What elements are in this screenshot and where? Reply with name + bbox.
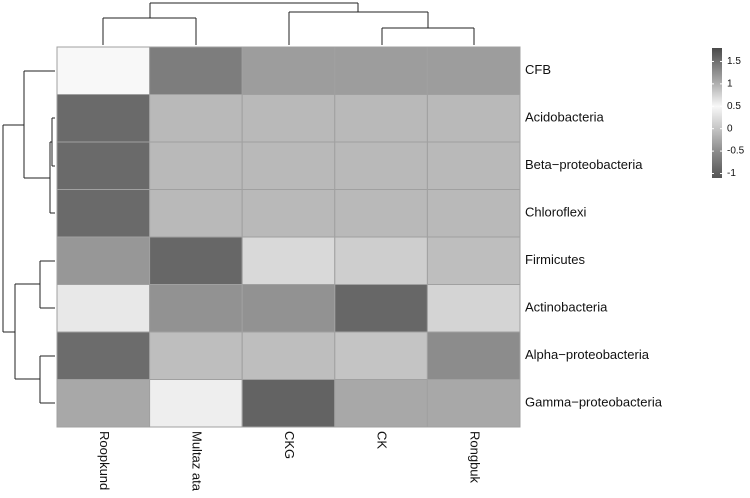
heatmap-cell (426, 331, 521, 380)
heatmap-cell (56, 331, 151, 380)
row-dendrogram (2, 70, 55, 404)
heatmap-cell (334, 236, 428, 285)
heatmap-cell (149, 46, 243, 95)
heatmap-cell (149, 94, 243, 143)
colorbar (712, 48, 722, 178)
colorbar-tick-label: 1.5 (727, 56, 741, 67)
column-label: Rongbuk (467, 431, 482, 484)
heatmap-cell (334, 189, 428, 238)
heatmap-cell (241, 46, 336, 95)
heatmap-cell (241, 94, 336, 143)
heatmap-cell (56, 189, 151, 238)
row-label: Actinobacteria (525, 300, 608, 315)
heatmap-cell (426, 236, 521, 285)
heatmap-cell (241, 331, 336, 380)
heatmap-cell (241, 284, 336, 333)
heatmap-cell (56, 284, 151, 333)
colorbar-tick-label: 1 (727, 79, 733, 90)
heatmap-cell (149, 141, 243, 190)
heatmap-cell (56, 46, 151, 95)
heatmap-cell (426, 46, 521, 95)
heatmap-cell (241, 189, 336, 238)
heatmap-cell (149, 331, 243, 380)
heatmap-cell (426, 284, 521, 333)
heatmap-cell (426, 141, 521, 190)
heatmap-cell (426, 189, 521, 238)
row-label: CFB (525, 62, 551, 77)
heatmap-cell (241, 141, 336, 190)
row-label: Firmicutes (525, 252, 585, 267)
heatmap-cell (149, 236, 243, 285)
colorbar-tick-label: 0 (727, 123, 733, 134)
colorbar-tick-label: 0.5 (727, 101, 741, 112)
colorbar-tick-label: -1 (727, 168, 736, 179)
heatmap-cell (241, 236, 336, 285)
colorbar-tick-label: -0.5 (727, 146, 745, 157)
heatmap-cell (334, 331, 428, 380)
column-label: Roopkund (97, 431, 112, 490)
heatmap-cell (241, 379, 336, 428)
row-label: Acidobacteria (525, 110, 605, 125)
column-label: CKG (282, 431, 297, 459)
heatmap-cell (149, 284, 243, 333)
heatmap-cell (334, 141, 428, 190)
row-label: Gamma−proteobacteria (525, 395, 663, 410)
heatmap-cell (334, 379, 428, 428)
heatmap-cell (56, 379, 151, 428)
heatmap-cell (149, 379, 243, 428)
heatmap-cell (149, 189, 243, 238)
heatmap-cell (56, 236, 151, 285)
column-label: Multaz ata (189, 431, 204, 492)
row-label: Alpha−proteobacteria (525, 347, 650, 362)
heatmap-cell (56, 94, 151, 143)
heatmap-cell (426, 94, 521, 143)
heatmap-cell (334, 94, 428, 143)
heatmap-cell (56, 141, 151, 190)
heatmap-cell (334, 46, 428, 95)
heatmap-cell (334, 284, 428, 333)
column-dendrogram (102, 2, 475, 45)
row-label: Beta−proteobacteria (525, 157, 643, 172)
column-label: CK (375, 431, 390, 449)
heatmap-cell (426, 379, 521, 428)
row-label: Chloroflexi (525, 205, 587, 220)
